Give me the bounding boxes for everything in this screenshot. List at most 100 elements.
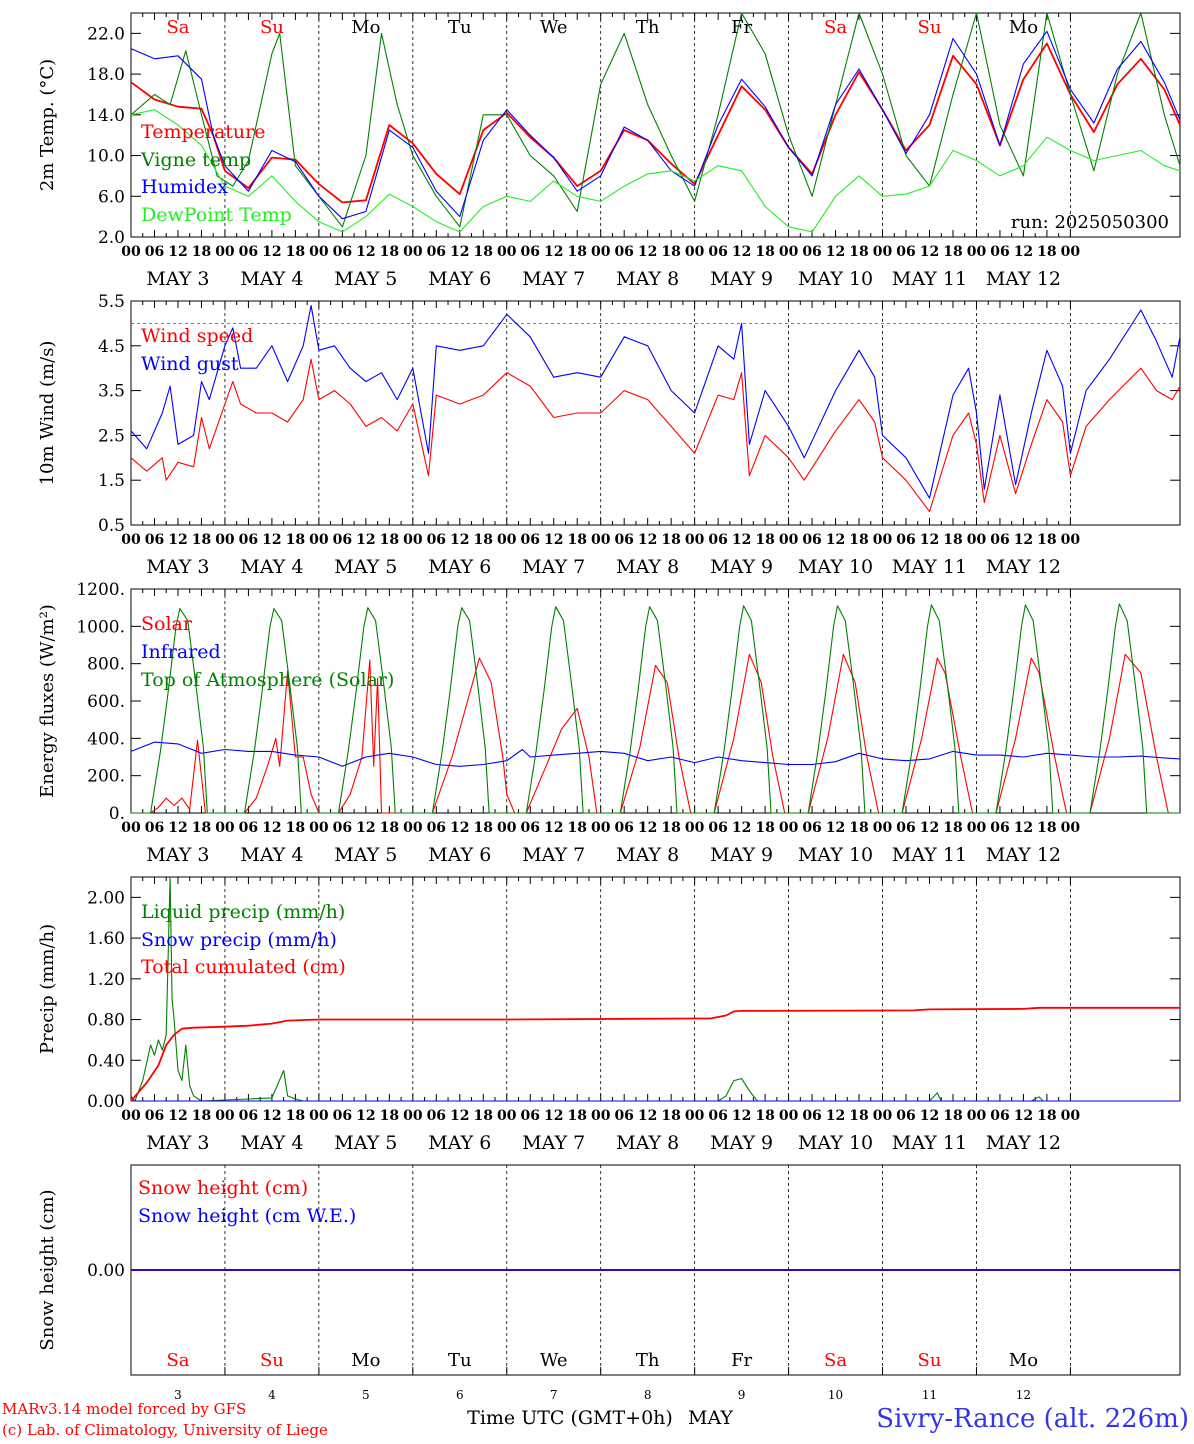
hour-tick-label: 18 [755,244,774,260]
hour-tick-label: 06 [896,532,915,548]
hour-tick-label: 06 [333,1108,352,1124]
legend-entry: DewPoint Temp [141,204,292,226]
hour-tick-label: 18 [943,244,962,260]
legend-entry: Temperature [141,121,265,143]
hour-tick-label: 12 [450,1108,469,1124]
hour-tick-label: 12 [638,820,657,836]
hour-tick-label: 06 [145,1108,164,1124]
station-label: Sivry-Rance (alt. 226m) [876,1404,1189,1434]
day-name: Mo [1009,17,1038,38]
x-axis-month: MAY [688,1407,733,1429]
date-label: MAY 10 [798,268,873,290]
y-tick-label: 0.40 [87,1051,125,1071]
hour-tick-label: 12 [1014,820,1033,836]
date-label: MAY 10 [798,844,873,866]
legend-entry: Snow height (cm W.E.) [138,1205,356,1227]
day-number: 11 [922,1388,937,1402]
hour-tick-label: 00 [967,532,987,548]
hour-tick-label: 18 [380,244,399,260]
hour-tick-label: 18 [755,820,774,836]
date-label: MAY 11 [892,1132,967,1154]
hour-tick-label: 06 [521,244,540,260]
hour-tick-label: 00 [121,1108,141,1124]
hour-tick-label: 00 [685,244,705,260]
hour-tick-label: 12 [826,532,845,548]
hour-tick-label: 00 [121,820,141,836]
hour-tick-label: 12 [732,244,751,260]
y-axis-label: Precip (mm/h) [37,924,58,1054]
y-tick-label: 1200. [76,580,125,600]
series-line [131,603,1180,814]
y-tick-label: 5.5 [98,292,125,312]
hour-tick-label: 18 [849,1108,868,1124]
hour-tick-label: 06 [896,1108,915,1124]
day-name: Su [918,1350,942,1371]
hour-tick-label: 18 [943,1108,962,1124]
y-tick-label: 6.0 [98,187,125,207]
date-label: MAY 12 [986,844,1061,866]
y-tick-label: 200. [87,767,125,787]
day-number: 10 [828,1388,843,1402]
date-label: MAY 3 [146,1132,209,1154]
hour-tick-label: 12 [168,820,187,836]
hour-tick-label: 18 [1037,820,1056,836]
series-line [130,741,1181,767]
series-line [130,30,1181,220]
series-line [130,1006,1180,1102]
day-name: Th [636,17,660,38]
hour-tick-label: 00 [967,820,987,836]
y-tick-label: 3.5 [98,382,125,402]
day-name: Sa [166,1350,189,1371]
series-line [130,358,1181,513]
hour-tick-label: 18 [474,532,493,548]
hour-tick-label: 18 [380,1108,399,1124]
hour-tick-label: 06 [521,820,540,836]
hour-tick-label: 06 [802,1108,821,1124]
hour-tick-label: 06 [521,532,540,548]
hour-tick-label: 06 [990,820,1009,836]
date-label: MAY 10 [798,556,873,578]
hour-tick-label: 18 [567,1108,586,1124]
date-label: MAY 11 [892,556,967,578]
hour-tick-label: 12 [544,244,563,260]
hour-tick-label: 12 [544,532,563,548]
y-tick-label: 14.0 [87,106,125,126]
hour-tick-label: 18 [286,244,305,260]
date-label: MAY 9 [710,844,773,866]
date-label: MAY 4 [240,844,303,866]
hour-tick-label: 18 [567,820,586,836]
hour-tick-label: 18 [1037,532,1056,548]
legend-entry: Solar [141,613,193,635]
date-label: MAY 5 [334,268,397,290]
hour-tick-label: 06 [333,532,352,548]
hour-tick-label: 00 [309,532,329,548]
date-label: MAY 7 [522,556,585,578]
hour-tick-label: 06 [614,820,633,836]
hour-tick-label: 06 [990,532,1009,548]
y-tick-label: 0.00 [87,1092,125,1112]
hour-tick-label: 00 [121,532,141,548]
hour-tick-label: 12 [1014,532,1033,548]
legend-entry: Snow height (cm) [138,1177,308,1199]
day-number: 6 [456,1388,464,1402]
day-number: 9 [738,1388,746,1402]
hour-tick-label: 00 [873,1108,893,1124]
legend-entry: Top of Atmosphere (Solar) [141,669,394,691]
hour-tick-label: 18 [849,244,868,260]
legend-entry: Snow precip (mm/h) [141,929,337,951]
hour-tick-label: 06 [802,244,821,260]
hour-tick-label: 18 [567,532,586,548]
hour-tick-label: 00 [591,1108,611,1124]
y-tick-label: 400. [87,729,125,749]
hour-tick-label: 12 [262,244,281,260]
date-label: MAY 9 [710,268,773,290]
hour-tick-label: 06 [239,244,258,260]
series-line [130,876,1180,1102]
hour-tick-label: 00 [1061,244,1081,260]
hour-tick-label: 00 [873,244,893,260]
date-label: MAY 12 [986,1132,1061,1154]
hour-tick-label: 00 [779,532,799,548]
hour-tick-label: 12 [356,1108,375,1124]
date-label: MAY 3 [146,268,209,290]
hour-tick-label: 06 [239,532,258,548]
